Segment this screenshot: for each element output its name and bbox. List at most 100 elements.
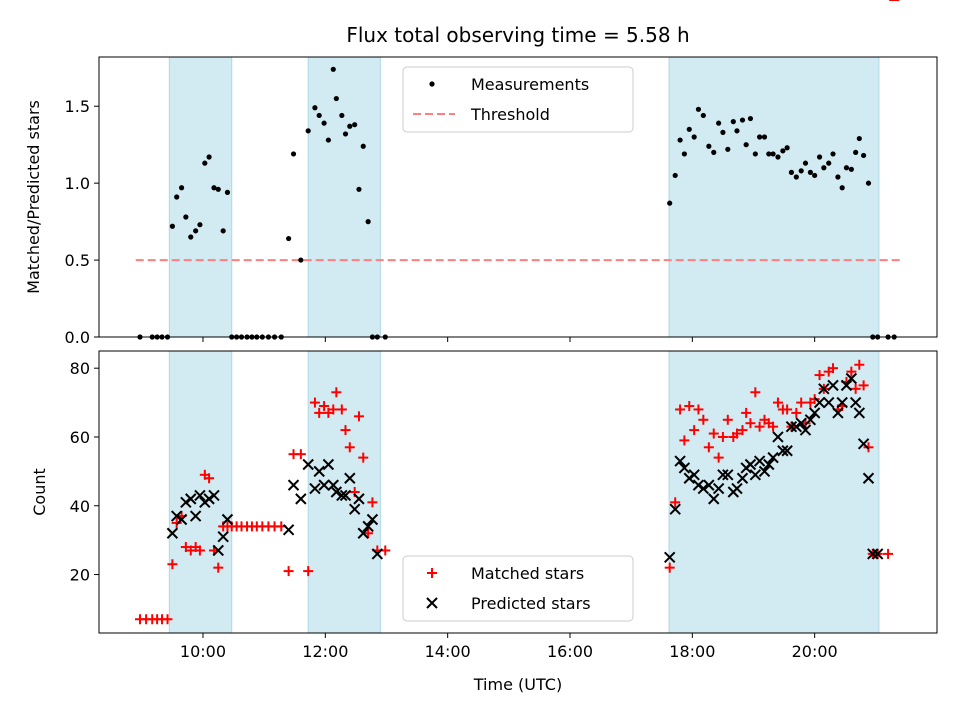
matched-star-point bbox=[319, 401, 330, 412]
predicted-star-point bbox=[295, 493, 307, 505]
matched-star-point bbox=[670, 497, 681, 508]
measurement-point bbox=[706, 143, 712, 149]
matched-star-point bbox=[358, 452, 369, 463]
matched-star-point bbox=[731, 428, 742, 439]
measurement-point bbox=[347, 123, 353, 129]
matched-star-point bbox=[303, 566, 314, 577]
predicted-star-point bbox=[189, 510, 202, 522]
predicted-star-point bbox=[853, 407, 866, 419]
predicted-star-point bbox=[808, 407, 821, 419]
bottom-y-tick-label: 80 bbox=[70, 359, 90, 378]
measurement-point bbox=[770, 151, 776, 157]
measurement-point bbox=[330, 66, 336, 72]
top-y-tick-label: 0.5 bbox=[65, 251, 90, 270]
predicted-star-point bbox=[339, 489, 352, 502]
measurement-point bbox=[211, 185, 217, 191]
predicted-star-point bbox=[313, 465, 325, 478]
measurement-point bbox=[784, 145, 790, 151]
measurement-point bbox=[365, 219, 371, 225]
measurement-point bbox=[342, 131, 349, 137]
predicted-star-point bbox=[185, 493, 197, 505]
predicted-star-point bbox=[678, 462, 691, 474]
matched-star-point bbox=[194, 545, 205, 556]
matched-star-point bbox=[675, 404, 686, 415]
predicted-star-point bbox=[663, 551, 676, 564]
x-tick-label: 14:00 bbox=[425, 642, 471, 661]
measurement-points bbox=[137, 66, 897, 340]
predicted-star-point bbox=[736, 472, 749, 484]
predicted-star-point bbox=[823, 396, 835, 409]
bottom-y-tick-label: 40 bbox=[70, 497, 90, 516]
legend-predicted-label: Predicted stars bbox=[471, 594, 591, 613]
matched-star-point bbox=[367, 497, 378, 508]
matched-star-point bbox=[344, 442, 355, 453]
predicted-star-point bbox=[708, 493, 720, 505]
measurement-point bbox=[700, 112, 706, 119]
predicted-star-point bbox=[758, 465, 771, 478]
predicted-star-point bbox=[785, 420, 798, 433]
predicted-star-point bbox=[862, 472, 875, 484]
measurement-point bbox=[835, 174, 841, 180]
matched-star-point bbox=[722, 414, 733, 425]
top-y-tick-label: 1.0 bbox=[65, 174, 90, 193]
predicted-star-points bbox=[166, 372, 884, 564]
predicted-star-point bbox=[777, 445, 789, 457]
predicted-star-point bbox=[330, 486, 343, 498]
matched-star-point bbox=[850, 383, 861, 394]
predicted-star-point bbox=[357, 527, 369, 539]
matched-star-point bbox=[698, 414, 709, 425]
predicted-star-point bbox=[717, 469, 729, 481]
measurement-point bbox=[761, 134, 768, 140]
predicted-star-point bbox=[804, 414, 817, 426]
matched-star-point bbox=[213, 562, 224, 573]
matched-star-point bbox=[883, 548, 894, 559]
measurement-point bbox=[286, 235, 292, 242]
measurement-point bbox=[178, 185, 185, 191]
measurement-point bbox=[734, 128, 740, 134]
matched-star-point bbox=[863, 442, 874, 453]
measurement-point bbox=[716, 120, 722, 126]
predicted-star-point bbox=[336, 489, 348, 502]
matched-star-point bbox=[809, 394, 820, 405]
measurement-point bbox=[853, 149, 859, 155]
measurement-point bbox=[360, 143, 366, 149]
bottom-axes-frame bbox=[98, 350, 938, 634]
matched-star-point bbox=[162, 614, 173, 625]
predicted-star-point bbox=[731, 482, 743, 495]
bottom-shaded-interval-3 bbox=[668, 350, 880, 634]
x-tick-label: 20:00 bbox=[792, 642, 838, 661]
top-y-tick-label: 0.0 bbox=[65, 328, 90, 347]
measurement-point bbox=[224, 189, 231, 195]
measurement-point bbox=[788, 169, 795, 175]
measurement-point bbox=[865, 180, 872, 186]
matched-star-point bbox=[204, 473, 215, 484]
measurement-point bbox=[321, 120, 327, 126]
predicted-star-point bbox=[688, 469, 700, 481]
predicted-star-point bbox=[763, 458, 775, 471]
measurement-point bbox=[812, 172, 818, 179]
measurement-point bbox=[316, 112, 322, 119]
predicted-star-point bbox=[217, 531, 229, 543]
predicted-star-point bbox=[767, 451, 779, 464]
legend-matched-label: Matched stars bbox=[471, 564, 584, 583]
matched-star-point bbox=[854, 359, 865, 370]
legend-threshold-label: Threshold bbox=[470, 105, 550, 124]
top-y-ticks: 0.0 0.5 1.0 1.5 bbox=[65, 97, 99, 347]
top-axes-frame bbox=[98, 56, 938, 338]
matched-star-point bbox=[171, 517, 182, 528]
matched-star-point bbox=[703, 442, 714, 453]
predicted-star-point bbox=[362, 520, 374, 533]
measurement-point bbox=[807, 169, 813, 175]
measurement-point bbox=[215, 186, 221, 192]
measurement-point bbox=[843, 165, 850, 171]
predicted-star-point bbox=[749, 469, 762, 481]
bottom-y-axis-label: Count bbox=[30, 468, 49, 516]
legend-matched-marker bbox=[427, 568, 437, 578]
measurement-point bbox=[202, 160, 208, 166]
predicted-star-point bbox=[203, 493, 215, 505]
measurement-point bbox=[188, 234, 194, 240]
measurement-point bbox=[325, 137, 331, 143]
top-legend-box bbox=[402, 66, 634, 133]
measurement-point bbox=[747, 115, 754, 122]
measurement-point bbox=[193, 228, 199, 234]
